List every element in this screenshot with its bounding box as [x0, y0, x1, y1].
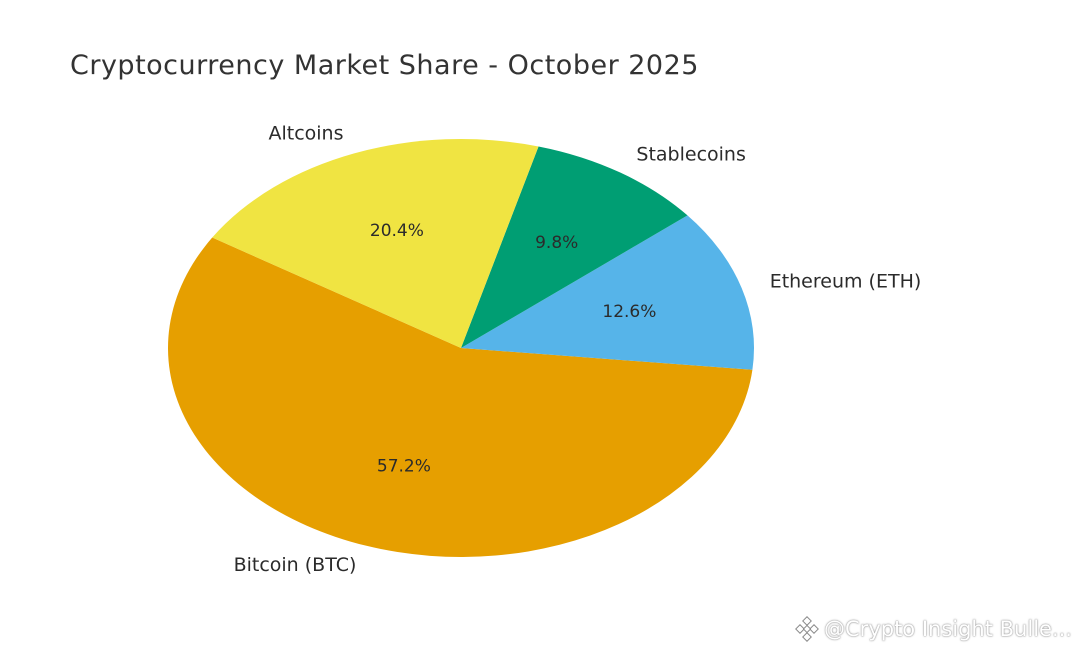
pie-slice-stablecoins	[461, 146, 688, 348]
pie-slice-altcoins	[212, 139, 539, 348]
pct-label-altcoins: 20.4%	[370, 221, 424, 241]
slice-label-altcoins: Altcoins	[268, 122, 343, 144]
chart-title: Cryptocurrency Market Share - October 20…	[70, 50, 699, 81]
pct-label-stablecoins: 9.8%	[535, 233, 578, 253]
pct-label-ethereum-eth: 12.6%	[602, 302, 656, 322]
watermark-text: @Crypto Insight Bulle...	[824, 617, 1072, 641]
watermark: @Crypto Insight Bulle...	[794, 616, 1072, 642]
slice-label-bitcoin-btc: Bitcoin (BTC)	[234, 554, 357, 576]
pie-slice-bitcoin-btc	[168, 237, 753, 557]
slice-label-stablecoins: Stablecoins	[636, 144, 745, 166]
slice-label-ethereum-eth: Ethereum (ETH)	[770, 270, 922, 292]
pct-label-bitcoin-btc: 57.2%	[377, 457, 431, 477]
pie-slice-ethereum-eth	[461, 215, 755, 370]
binance-logo-icon	[794, 616, 820, 642]
